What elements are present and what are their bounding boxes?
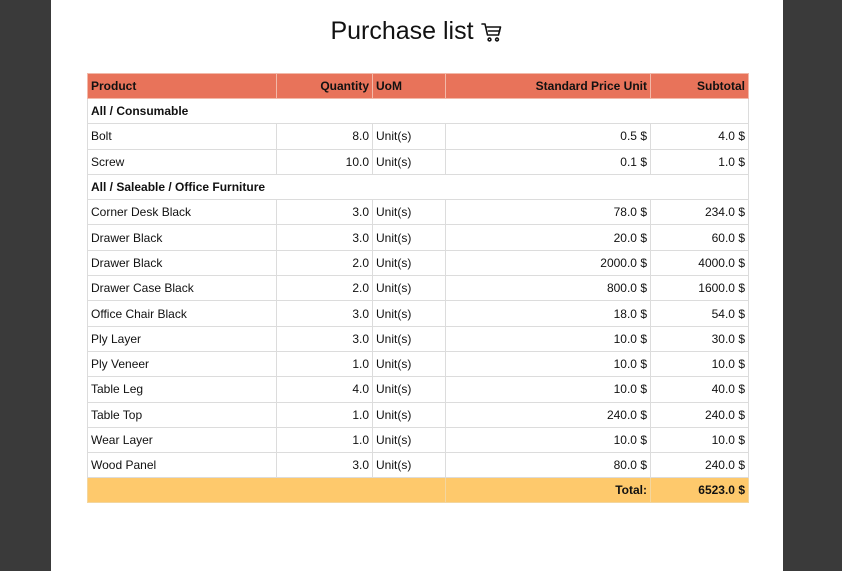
table-row: Drawer Black 2.0 Unit(s) 2000.0 $4000.0 $: [87, 249, 749, 277]
subtotal-cell: 1600.0 $: [650, 275, 749, 302]
table-row: Corner Desk Black 3.0 Unit(s) 78.0 $234.0 $: [87, 199, 749, 226]
uom-cell: Unit(s): [372, 123, 446, 150]
subtotal-cell: 240.0 $: [650, 401, 749, 428]
product-cell: Corner Desk Black: [87, 199, 277, 226]
product-cell: Wood Panel: [87, 452, 277, 479]
purchase-table: Product Quantity UoM Standard Price Unit…: [87, 73, 749, 504]
uom-cell: Unit(s): [372, 350, 446, 378]
subtotal-cell: 60.0 $: [650, 224, 749, 251]
subtotal-cell: 240.0 $: [650, 452, 749, 479]
price-cell: 80.0 $: [445, 452, 651, 479]
table-row: Wear Layer 1.0 Unit(s) 10.0 $10.0 $: [87, 426, 749, 454]
category-label: All / Saleable / Office Furniture: [87, 173, 749, 201]
quantity-cell: 1.0: [276, 350, 373, 378]
price-cell: 800.0 $: [445, 275, 651, 302]
product-cell: Ply Layer: [87, 325, 277, 352]
uom-cell: Unit(s): [372, 300, 446, 327]
report-title: Purchase list: [330, 17, 474, 45]
price-cell: 10.0 $: [445, 350, 651, 378]
column-header-product: Product: [87, 73, 277, 99]
table-row: Ply Veneer 1.0 Unit(s) 10.0 $10.0 $: [87, 350, 749, 378]
uom-cell: Unit(s): [372, 325, 446, 352]
price-cell: 0.1 $: [445, 148, 651, 175]
column-header-price: Standard Price Unit: [445, 73, 651, 99]
table-row: Bolt 8.0 Unit(s) 0.5 $4.0 $: [87, 123, 749, 150]
quantity-cell: 3.0: [276, 325, 373, 352]
uom-cell: Unit(s): [372, 401, 446, 428]
subtotal-cell: 4000.0 $: [650, 249, 749, 277]
product-cell: Drawer Black: [87, 224, 277, 251]
quantity-cell: 10.0: [276, 148, 373, 175]
table-row: Office Chair Black 3.0 Unit(s) 18.0 $54.0 $: [87, 300, 749, 327]
column-header-quantity: Quantity: [276, 73, 373, 99]
table-row: Drawer Black 3.0 Unit(s) 20.0 $60.0 $: [87, 224, 749, 251]
product-cell: Office Chair Black: [87, 300, 277, 327]
subtotal-cell: 54.0 $: [650, 300, 749, 327]
uom-cell: Unit(s): [372, 275, 446, 302]
table-row: Table Leg 4.0 Unit(s) 10.0 $40.0 $: [87, 376, 749, 403]
quantity-cell: 8.0: [276, 123, 373, 150]
quantity-cell: 2.0: [276, 249, 373, 277]
product-cell: Table Leg: [87, 376, 277, 403]
price-cell: 78.0 $: [445, 199, 651, 226]
quantity-cell: 3.0: [276, 224, 373, 251]
uom-cell: Unit(s): [372, 426, 446, 454]
price-cell: 10.0 $: [445, 376, 651, 403]
uom-cell: Unit(s): [372, 199, 446, 226]
uom-cell: Unit(s): [372, 249, 446, 277]
quantity-cell: 4.0: [276, 376, 373, 403]
table-row: Ply Layer 3.0 Unit(s) 10.0 $30.0 $: [87, 325, 749, 352]
shopping-cart-icon: [480, 22, 501, 42]
subtotal-cell: 40.0 $: [650, 376, 749, 403]
subtotal-cell: 234.0 $: [650, 199, 749, 226]
price-cell: 0.5 $: [445, 123, 651, 150]
subtotal-cell: 1.0 $: [650, 148, 749, 175]
quantity-cell: 3.0: [276, 452, 373, 479]
category-label: All / Consumable: [87, 97, 749, 125]
total-row: Total: 6523.0 $: [87, 477, 749, 504]
quantity-cell: 2.0: [276, 275, 373, 302]
table-row: Table Top 1.0 Unit(s) 240.0 $240.0 $: [87, 401, 749, 428]
uom-cell: Unit(s): [372, 224, 446, 251]
total-value: 6523.0 $: [650, 477, 749, 504]
purchase-table-body: All / Consumable Bolt 8.0 Unit(s) 0.5 $4.0 $…: [87, 97, 749, 504]
price-cell: 18.0 $: [445, 300, 651, 327]
uom-cell: Unit(s): [372, 148, 446, 175]
uom-cell: Unit(s): [372, 376, 446, 403]
column-header-subtotal: Subtotal: [650, 73, 749, 99]
column-header-uom: UoM: [372, 73, 446, 99]
total-spacer: [87, 477, 446, 504]
product-cell: Table Top: [87, 401, 277, 428]
report-title-bar: Purchase list: [51, 17, 783, 46]
subtotal-cell: 4.0 $: [650, 123, 749, 150]
category-row: All / Consumable: [87, 97, 749, 125]
subtotal-cell: 30.0 $: [650, 325, 749, 352]
quantity-cell: 1.0: [276, 426, 373, 454]
quantity-cell: 3.0: [276, 199, 373, 226]
product-cell: Wear Layer: [87, 426, 277, 454]
price-cell: 20.0 $: [445, 224, 651, 251]
table-row: Drawer Case Black 2.0 Unit(s) 800.0 $1600.0…: [87, 275, 749, 302]
price-cell: 10.0 $: [445, 426, 651, 454]
table-row: Wood Panel 3.0 Unit(s) 80.0 $240.0 $: [87, 452, 749, 479]
product-cell: Drawer Case Black: [87, 275, 277, 302]
table-row: Screw 10.0 Unit(s) 0.1 $1.0 $: [87, 148, 749, 175]
product-cell: Ply Veneer: [87, 350, 277, 378]
uom-cell: Unit(s): [372, 452, 446, 479]
report-page: Purchase list Product Quantity UoM Stand…: [51, 0, 783, 571]
product-cell: Drawer Black: [87, 249, 277, 277]
table-header-row: Product Quantity UoM Standard Price Unit…: [87, 73, 749, 99]
subtotal-cell: 10.0 $: [650, 426, 749, 454]
price-cell: 10.0 $: [445, 325, 651, 352]
product-cell: Bolt: [87, 123, 277, 150]
price-cell: 240.0 $: [445, 401, 651, 428]
product-cell: Screw: [87, 148, 277, 175]
category-row: All / Saleable / Office Furniture: [87, 173, 749, 201]
quantity-cell: 1.0: [276, 401, 373, 428]
subtotal-cell: 10.0 $: [650, 350, 749, 378]
total-label: Total:: [445, 477, 651, 504]
quantity-cell: 3.0: [276, 300, 373, 327]
price-cell: 2000.0 $: [445, 249, 651, 277]
